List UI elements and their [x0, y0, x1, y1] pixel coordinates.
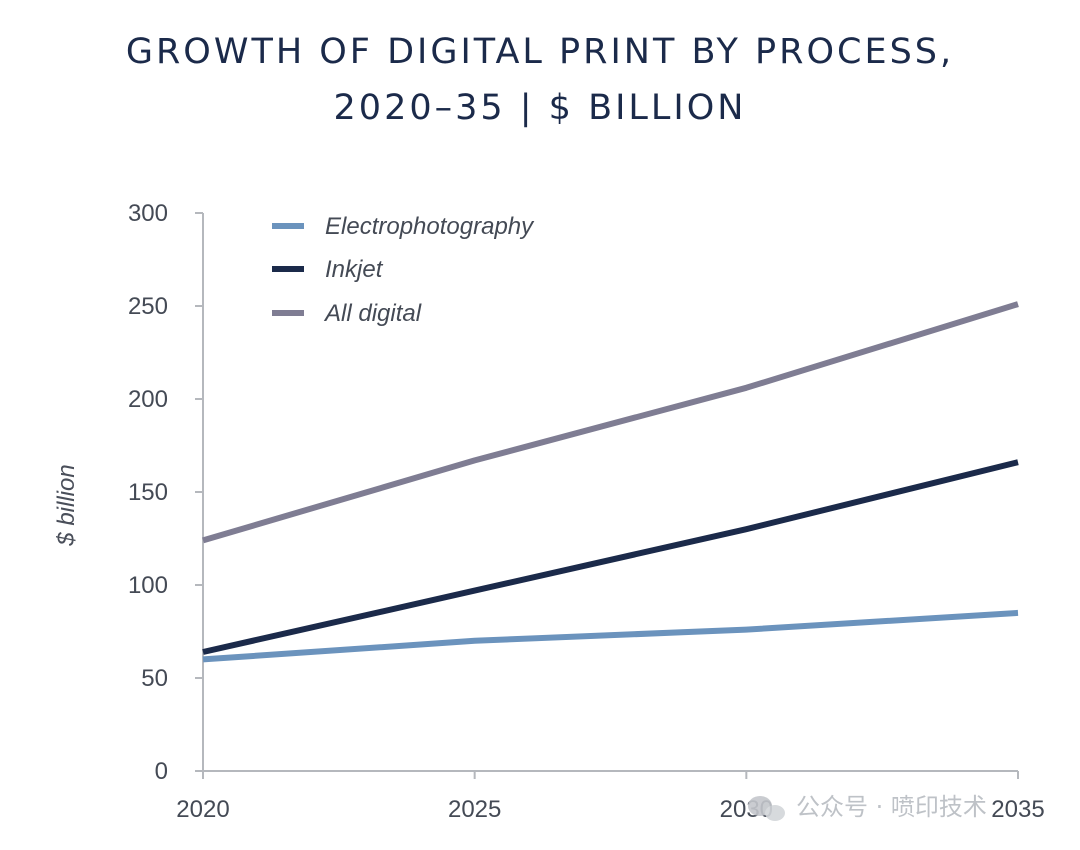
y-tick-label: 300	[128, 200, 168, 227]
legend-label-all-digital: All digital	[323, 300, 422, 327]
legend-label-electrophotography: Electrophotography	[325, 213, 535, 240]
watermark-text: 公众号 · 喷印技术	[796, 793, 987, 821]
y-tick-label: 200	[128, 386, 168, 413]
series-line-electrophotography	[202, 609, 1019, 663]
wechat-icon	[748, 796, 785, 821]
watermark: 公众号 · 喷印技术	[748, 793, 987, 821]
series-line-inkjet	[202, 459, 1019, 655]
series-line-all-digital	[202, 301, 1019, 544]
y-tick-label: 50	[141, 665, 168, 692]
legend: Electrophotography Inkjet All digital	[272, 213, 535, 327]
x-tick-label: 2020	[176, 796, 229, 823]
series-lines	[202, 301, 1019, 663]
y-axis-label: $ billion	[53, 464, 80, 546]
y-tick-label: 100	[128, 572, 168, 599]
legend-label-inkjet: Inkjet	[325, 256, 384, 283]
x-tick-label: 2035	[991, 796, 1044, 823]
x-tick-label: 2025	[448, 796, 501, 823]
chart-title-line-1: GROWTH OF DIGITAL PRINT BY PROCESS,	[125, 32, 955, 72]
y-tick-label: 0	[155, 758, 168, 785]
chart-title: GROWTH OF DIGITAL PRINT BY PROCESS, 2020…	[0, 24, 1080, 136]
chart-title-line-2: 2020–35 | $ BILLION	[333, 88, 747, 128]
y-tick-label: 150	[128, 479, 168, 506]
y-ticks: 0 50 100 150 200 250 300	[128, 200, 203, 785]
y-tick-label: 250	[128, 293, 168, 320]
